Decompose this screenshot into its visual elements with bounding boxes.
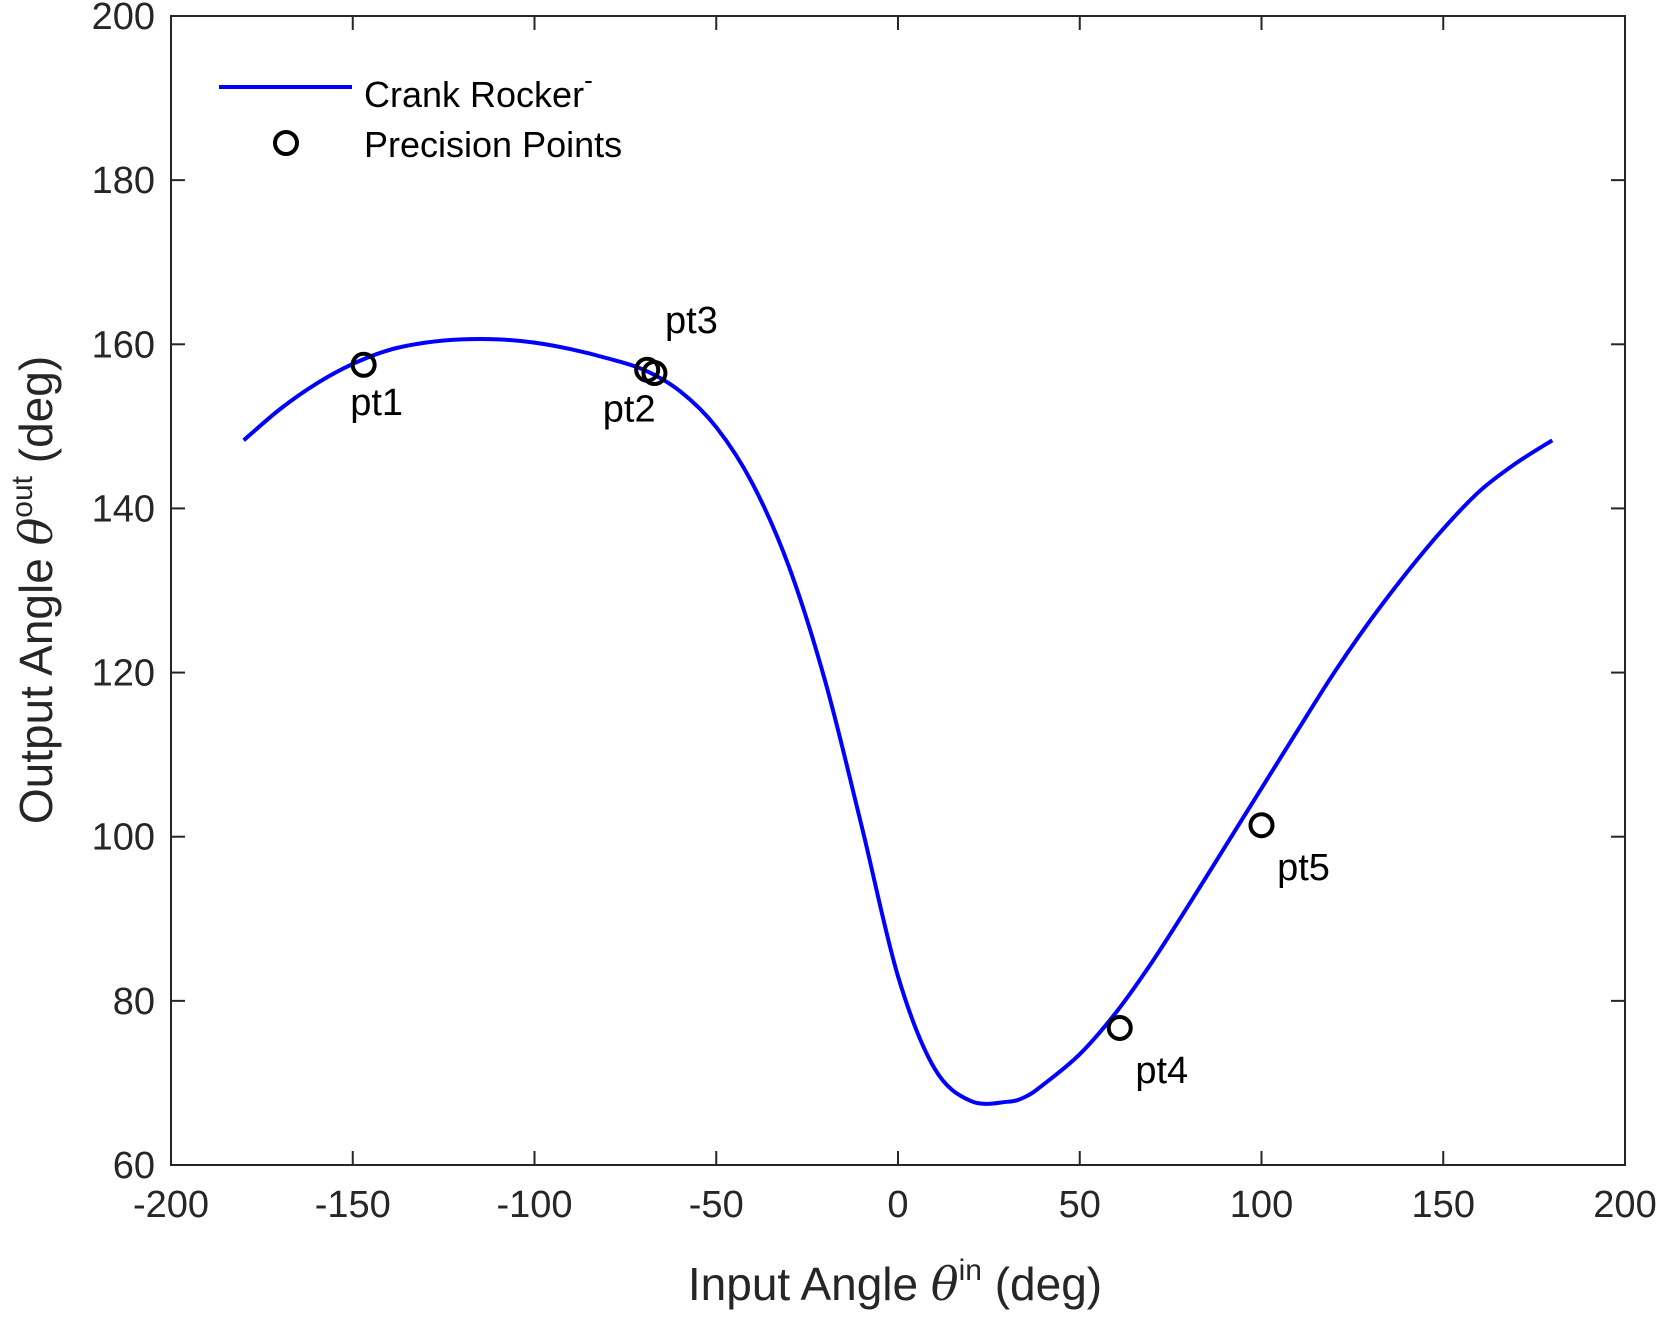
x-tick-label: 150 [1412, 1184, 1475, 1226]
precision-point-pt5 [1248, 812, 1275, 839]
y-axis-title-symbol: θ [9, 518, 63, 546]
y-tick-label: 140 [92, 488, 155, 530]
x-tick-label: 100 [1230, 1184, 1293, 1226]
legend-marker-swatch [273, 130, 299, 156]
x-tick-label: 200 [1593, 1184, 1656, 1226]
precision-point-label-pt2: pt2 [603, 389, 656, 431]
y-tick-label: 180 [92, 160, 155, 202]
x-axis-title-suffix: (deg) [982, 1258, 1102, 1310]
y-tick-label: 160 [92, 324, 155, 366]
legend-label-crank-rocker: Crank Rocker- [364, 65, 593, 115]
x-tick-label: 0 [887, 1184, 908, 1226]
y-tick-label: 80 [113, 981, 155, 1023]
legend-label-crank-rocker-superscript: - [584, 65, 593, 95]
x-tick-label: -200 [133, 1184, 209, 1226]
y-axis-title-superscript: out [6, 475, 39, 517]
y-axis-title: Output Angle θout (deg) [6, 356, 63, 824]
y-tick-label: 120 [92, 653, 155, 695]
precision-point-pt3 [641, 360, 668, 387]
precision-point-labels: pt1 pt2 pt3 pt4 pt5 [350, 300, 1330, 1092]
precision-point-pt1 [350, 351, 377, 378]
legend-label-crank-rocker-text: Crank Rocker [364, 74, 584, 115]
precision-point-label-pt1: pt1 [350, 382, 403, 424]
series-line-crank-rocker [242, 336, 1554, 1106]
precision-point-label-pt5: pt5 [1277, 847, 1330, 889]
legend: Crank Rocker- Precision Points [219, 65, 622, 165]
y-axis-title-prefix: Output Angle [10, 545, 62, 824]
y-tick-label: 60 [113, 1145, 155, 1187]
precision-point-label-pt4: pt4 [1135, 1050, 1188, 1092]
x-axis-title-superscript: in [959, 1254, 982, 1287]
precision-point-pt4 [1106, 1014, 1133, 1041]
x-tick-label: -100 [496, 1184, 572, 1226]
series-layer [242, 336, 1554, 1106]
y-tick-label: 200 [92, 0, 155, 38]
x-axis-title: Input Angle θin (deg) [688, 1254, 1102, 1311]
x-axis-title-symbol: θ [931, 1257, 959, 1311]
y-axis-title-suffix: (deg) [10, 356, 62, 476]
y-tick-label: 100 [92, 817, 155, 859]
precision-point-label-pt3: pt3 [665, 300, 718, 342]
x-axis-title-prefix: Input Angle [688, 1258, 931, 1310]
y-axis: 60 80 100 120 140 160 180 200 [92, 0, 1625, 1187]
x-axis: -200 -150 -100 -50 0 50 100 150 200 [133, 16, 1657, 1226]
x-tick-label: -50 [689, 1184, 744, 1226]
legend-label-precision-points: Precision Points [364, 124, 622, 165]
x-tick-label: -150 [315, 1184, 391, 1226]
x-tick-label: 50 [1059, 1184, 1101, 1226]
